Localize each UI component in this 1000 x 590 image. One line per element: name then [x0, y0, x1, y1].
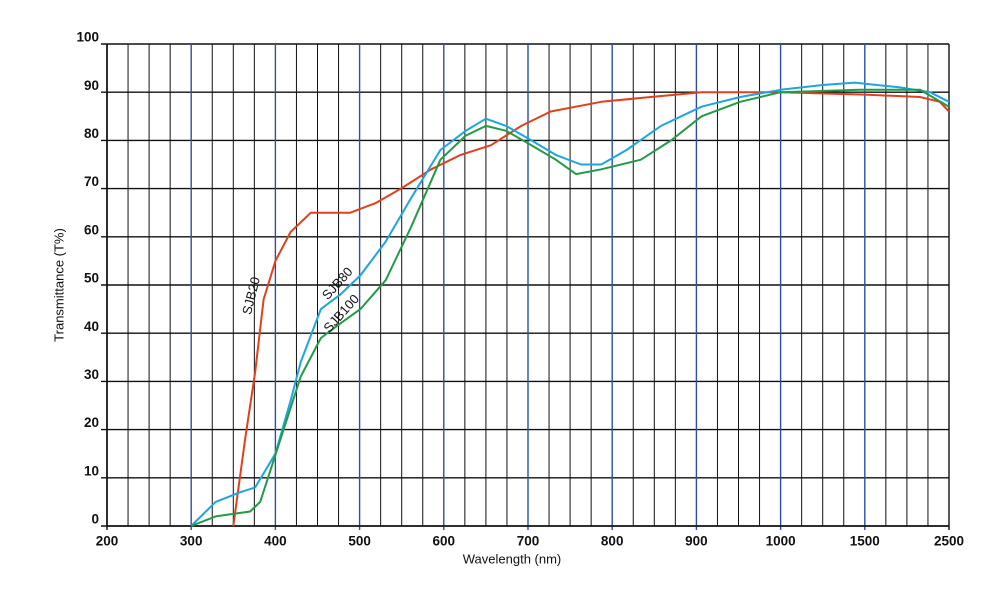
x-tick-label: 800: [601, 534, 624, 549]
x-tick-label: 700: [517, 534, 540, 549]
series-line: [190, 88, 950, 527]
y-tick-label: 50: [84, 271, 99, 286]
series-label: SJB20: [239, 275, 263, 316]
y-tick-label: 100: [76, 30, 99, 45]
x-tick-label: 1500: [850, 534, 880, 549]
y-axis-title: Transmittance (T%): [51, 228, 66, 342]
x-tick-label: 300: [180, 534, 203, 549]
y-tick-label: 40: [84, 319, 99, 334]
y-tick-label: 70: [84, 174, 99, 189]
y-tick-label: 20: [84, 415, 99, 430]
x-tick-label: 900: [685, 534, 708, 549]
y-tick-label: 30: [84, 367, 99, 382]
x-axis-title: Wavelength (nm): [463, 551, 562, 566]
y-tick-label: 90: [84, 78, 99, 93]
x-tick-label: 500: [348, 534, 371, 549]
y-tick-label: 60: [84, 222, 99, 237]
x-tick-label: 1000: [766, 534, 796, 549]
x-tick-label: 200: [96, 534, 119, 549]
x-tick-label: 400: [264, 534, 287, 549]
y-tick-label: 80: [84, 126, 99, 141]
x-tick-label: 2500: [934, 534, 964, 549]
y-tick-label: 0: [91, 512, 99, 527]
y-tick-label: 10: [84, 463, 99, 478]
series-line: [190, 81, 950, 527]
x-tick-label: 600: [433, 534, 456, 549]
